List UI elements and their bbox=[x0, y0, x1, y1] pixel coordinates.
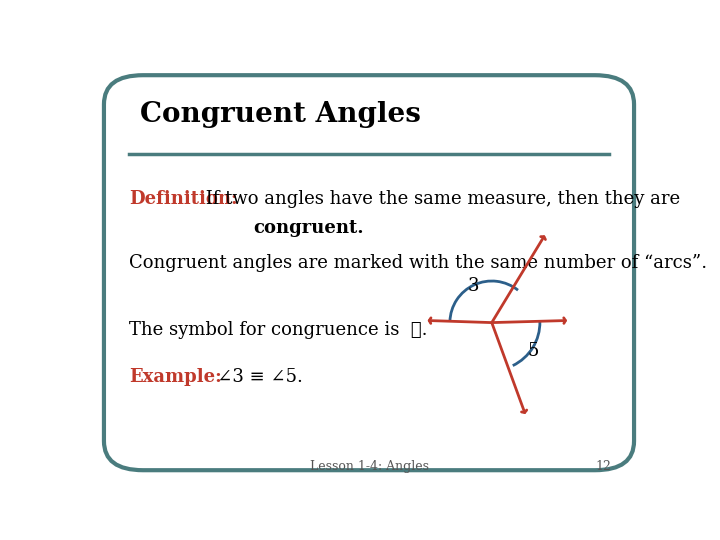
Text: ∠3 ≡ ∠5.: ∠3 ≡ ∠5. bbox=[200, 368, 303, 386]
Text: If two angles have the same measure, then they are: If two angles have the same measure, the… bbox=[200, 190, 680, 207]
Text: 3: 3 bbox=[468, 276, 480, 294]
Text: congruent.: congruent. bbox=[253, 219, 364, 238]
Text: Congruent angles are marked with the same number of “arcs”.: Congruent angles are marked with the sam… bbox=[129, 254, 707, 272]
Text: Definition:: Definition: bbox=[129, 190, 238, 207]
Text: Lesson 1-4: Angles: Lesson 1-4: Angles bbox=[310, 460, 428, 472]
FancyBboxPatch shape bbox=[104, 75, 634, 470]
Text: Example:: Example: bbox=[129, 368, 222, 386]
Text: 5: 5 bbox=[528, 342, 539, 360]
Text: 12: 12 bbox=[595, 460, 611, 472]
Text: Congruent Angles: Congruent Angles bbox=[140, 101, 421, 128]
Text: The symbol for congruence is  ≅.: The symbol for congruence is ≅. bbox=[129, 321, 428, 339]
